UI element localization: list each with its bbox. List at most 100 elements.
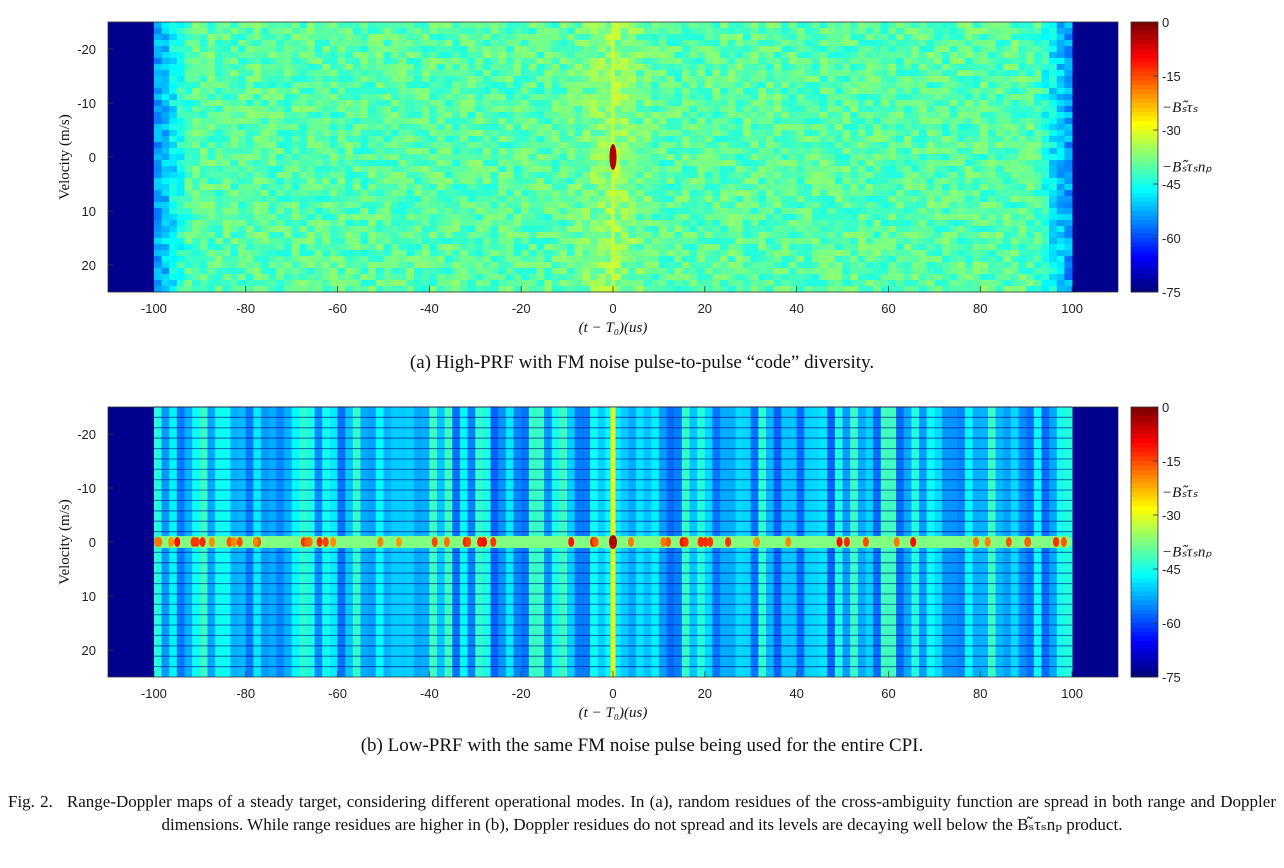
noise-cell — [161, 40, 170, 47]
noise-cell — [161, 196, 170, 203]
noise-cell — [261, 286, 270, 293]
noise-cell — [368, 208, 377, 215]
noise-cell — [452, 100, 461, 107]
noise-cell — [720, 238, 729, 245]
noise-cell — [513, 100, 522, 107]
noise-cell — [995, 118, 1004, 125]
noise-cell — [880, 166, 889, 173]
noise-cell — [919, 148, 928, 155]
noise-cell — [987, 208, 996, 215]
noise-cell — [490, 214, 499, 221]
noise-cell — [391, 208, 400, 215]
noise-cell — [360, 88, 369, 95]
noise-cell — [222, 94, 231, 101]
noise-cell — [613, 76, 622, 83]
noise-cell — [781, 166, 790, 173]
noise-cell — [888, 268, 897, 275]
noise-cell — [796, 172, 805, 179]
noise-cell — [850, 190, 859, 197]
noise-cell — [842, 214, 851, 221]
noise-cell — [911, 70, 920, 77]
noise-cell — [926, 232, 935, 239]
noise-cell — [766, 190, 775, 197]
noise-cell — [788, 136, 798, 143]
noise-cell — [268, 244, 277, 251]
noise-cell — [697, 226, 706, 233]
noise-cell — [398, 262, 407, 269]
noise-cell — [758, 280, 767, 287]
noise-cell — [421, 202, 430, 209]
noise-cell — [452, 28, 461, 35]
noise-cell — [635, 142, 644, 149]
noise-cell — [329, 208, 338, 215]
noise-cell — [444, 64, 453, 71]
noise-cell — [192, 280, 201, 287]
noise-cell — [169, 142, 178, 149]
noise-cell — [758, 76, 767, 83]
noise-cell — [169, 196, 178, 203]
noise-cell — [766, 106, 775, 113]
noise-cell — [368, 34, 377, 41]
noise-cell — [429, 160, 438, 167]
noise-cell — [980, 112, 989, 119]
noise-cell — [681, 166, 690, 173]
noise-cell — [291, 40, 300, 47]
noise-cell — [926, 82, 935, 89]
noise-cell — [972, 160, 981, 167]
noise-cell — [322, 88, 331, 95]
noise-cell — [766, 280, 775, 287]
noise-cell — [957, 112, 966, 119]
noise-cell — [429, 190, 438, 197]
noise-cell — [544, 262, 553, 269]
noise-cell — [437, 214, 446, 221]
noise-cell — [368, 280, 377, 287]
noise-cell — [521, 52, 530, 59]
noise-cell — [628, 94, 637, 101]
noise-cell — [414, 214, 423, 221]
noise-cell — [766, 226, 775, 233]
noise-cell — [681, 196, 690, 203]
noise-cell — [788, 130, 798, 137]
noise-cell — [222, 100, 231, 107]
noise-cell — [574, 202, 583, 209]
noise-cell — [773, 184, 782, 191]
noise-cell — [727, 22, 736, 29]
noise-cell — [421, 34, 430, 41]
noise-cell — [697, 70, 706, 77]
noise-cell — [811, 196, 820, 203]
noise-cell — [758, 190, 767, 197]
noise-cell — [773, 46, 782, 53]
noise-cell — [414, 250, 423, 257]
noise-cell — [811, 118, 820, 125]
noise-cell — [352, 280, 361, 287]
noise-cell — [911, 148, 920, 155]
noise-cell — [513, 250, 522, 257]
noise-cell — [444, 124, 453, 131]
noise-cell — [421, 262, 430, 269]
noise-cell — [192, 148, 201, 155]
noise-cell — [467, 76, 476, 83]
noise-cell — [544, 280, 553, 287]
noise-cell — [689, 22, 698, 29]
noise-cell — [291, 148, 300, 155]
noise-cell — [590, 88, 599, 95]
noise-cell — [437, 82, 446, 89]
noise-cell — [467, 172, 476, 179]
noise-cell — [505, 94, 514, 101]
noise-cell — [291, 256, 300, 263]
noise-cell — [261, 142, 270, 149]
noise-cell — [972, 70, 981, 77]
noise-cell — [505, 100, 514, 107]
noise-cell — [865, 214, 874, 221]
noise-cell — [299, 274, 308, 281]
noise-cell — [329, 280, 338, 287]
noise-cell — [865, 118, 874, 125]
noise-cell — [169, 130, 178, 137]
noise-cell — [934, 82, 943, 89]
noise-cell — [352, 154, 361, 161]
noise-cell — [475, 124, 484, 131]
noise-cell — [788, 202, 798, 209]
noise-cell — [559, 124, 568, 131]
noise-cell — [597, 166, 606, 173]
noise-cell — [896, 106, 905, 113]
